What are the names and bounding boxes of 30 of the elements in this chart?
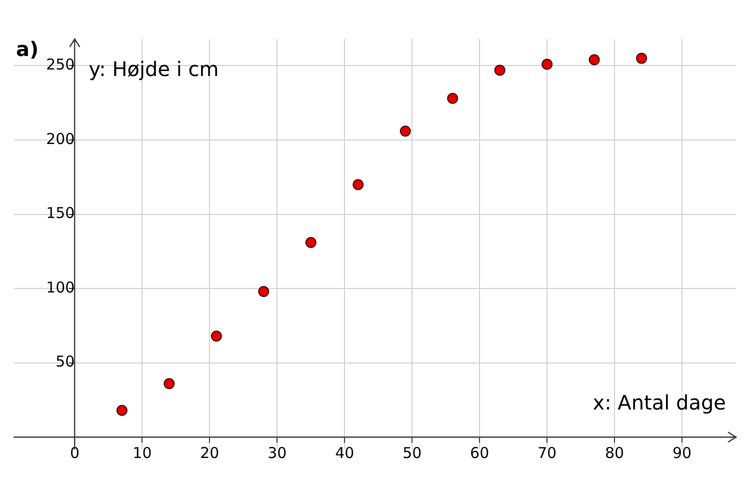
point [447, 92, 458, 104]
x-tick-label: 70 [538, 444, 557, 462]
point [400, 126, 411, 137]
point [116, 404, 128, 416]
y-tick-label: 250 [46, 56, 75, 74]
y-tick-label: 50 [56, 352, 75, 371]
point [164, 378, 175, 390]
y-tick-label: 200 [46, 130, 75, 148]
x-tick-label: 60 [470, 444, 490, 462]
point [305, 237, 316, 248]
x-tick-label: 50 [402, 444, 422, 462]
x-tick-label: 20 [200, 444, 220, 462]
y-tick-label: 150 [46, 204, 75, 222]
point [352, 179, 364, 190]
x-tick-label: 30 [268, 444, 287, 462]
y-tick-label: 100 [46, 278, 75, 296]
point [210, 330, 222, 342]
x-tick-label: 90 [672, 444, 692, 462]
point [258, 286, 270, 298]
y-axis-title: y: Højde i cm [88, 57, 219, 82]
x-tick-label: 0 [70, 444, 80, 462]
point [494, 64, 506, 76]
point [542, 58, 553, 70]
point [636, 52, 648, 64]
annotation: a) [16, 37, 39, 62]
point [588, 54, 600, 66]
x-tick-label: 10 [132, 444, 152, 462]
x-tick-label: 80 [604, 444, 624, 462]
x-axis-title: x: Antal dage [592, 390, 726, 414]
x-tick-label: 40 [335, 444, 354, 462]
